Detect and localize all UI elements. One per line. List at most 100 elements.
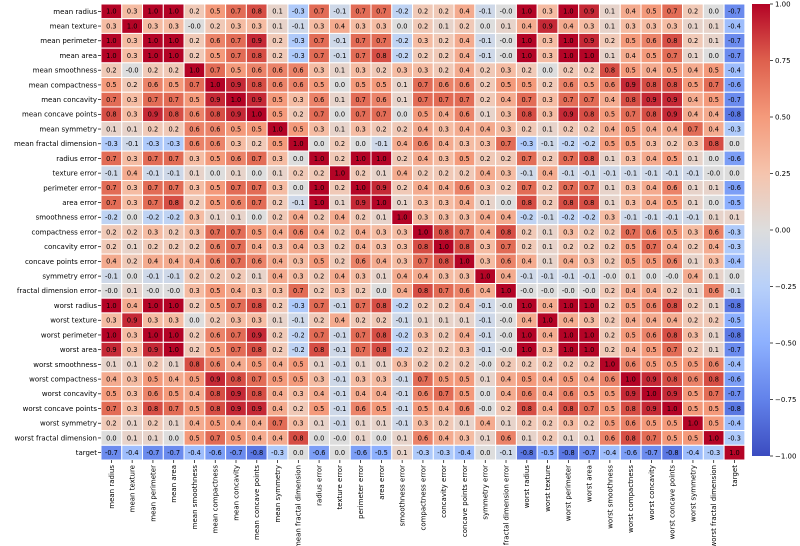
cell-value-label: 0.7 [106,96,117,104]
cell-value-label: 0.1 [480,111,491,119]
cell-value-label: 0.5 [189,434,200,442]
cell-value-label: -0.1 [687,214,700,222]
cell-value-label: 0.1 [314,361,325,369]
cell-value-label: 0.5 [252,228,263,236]
y-tick-label: concavity error [44,243,97,251]
cell-value-label: 0.2 [480,155,491,163]
cell-value-label: 1.0 [106,8,117,16]
y-tick-label: compactness error [32,228,98,236]
cell-value-label: 0.3 [480,243,491,251]
cell-value-label: 0.0 [355,140,366,148]
cell-value-label: -0.3 [437,449,450,457]
cell-value-label: 0.2 [355,169,366,177]
cell-value-label: -0.1 [479,302,492,310]
cell-value-label: 0.3 [459,140,470,148]
cell-value-label: 0.6 [708,361,719,369]
cell-value-label: 0.8 [252,390,263,398]
cell-value-label: 0.6 [708,287,719,295]
cell-value-label: 0.5 [625,67,636,75]
cell-value-label: 0.1 [355,420,366,428]
cell-value-label: 0.5 [210,8,221,16]
cell-value-label: -0.8 [728,302,741,310]
cell-value-label: 0.5 [293,125,304,133]
heatmap-cells: 1.0 0.3 1.0 1.0 0.2 0.5 0.7 0.8 0.1 -0.3 0.7 -0.1 0.… [100,3,746,461]
cell-value-label: 0.5 [708,405,719,413]
cell-value-label: 0.2 [189,52,200,60]
cell-value-label: 0.8 [252,81,263,89]
cell-value-label: 0.9 [376,184,387,192]
cell-value-label: 0.4 [625,287,636,295]
cell-value-label: 0.6 [376,96,387,104]
cell-value-label: -0.0 [500,346,513,354]
cell-value-label: 0.4 [272,405,283,413]
cell-value-label: 0.7 [646,243,657,251]
cell-value-label: -0.2 [396,302,409,310]
cell-value-label: 0.4 [272,361,283,369]
cell-value-label: 0.6 [501,434,512,442]
cell-value-label: 0.0 [708,199,719,207]
x-tick-label: worst compactness [627,465,635,533]
cell-value-label: 1.0 [148,8,159,16]
cell-value-label: 0.3 [605,214,616,222]
cell-value-label: 1.0 [646,390,657,398]
cell-value-label: 0.2 [438,361,449,369]
cell-value-label: 0.2 [438,331,449,339]
cell-value-label: 0.5 [106,390,117,398]
cell-value-label: 0.4 [542,169,553,177]
cell-value-label: 0.2 [480,96,491,104]
cell-value-label: 0.5 [272,96,283,104]
cell-value-label: 0.3 [335,287,346,295]
cell-value-label: 0.4 [688,67,699,75]
cell-value-label: 0.8 [376,331,387,339]
colorbar-tick-label: 0.25 [775,170,791,178]
cell-value-label: -0.1 [292,317,305,325]
cell-value-label: 0.4 [376,258,387,266]
y-tick-label: perimeter error [43,184,97,192]
cell-value-label: 0.6 [355,258,366,266]
cell-value-label: -0.3 [292,302,305,310]
cell-value-label: 1.0 [584,346,595,354]
cell-value-label: 0.6 [667,258,678,266]
cell-value-label: 0.4 [272,228,283,236]
cell-value-label: -0.3 [728,228,741,236]
cell-value-label: 0.6 [688,375,699,383]
y-tick-label: mean radius [53,8,97,16]
cell-value-label: 0.7 [272,420,283,428]
cell-value-label: 1.0 [563,37,574,45]
cell-value-label: 0.8 [584,199,595,207]
cell-value-label: 0.5 [376,81,387,89]
cell-value-label: 0.1 [688,184,699,192]
cell-value-label: 0.7 [355,96,366,104]
cell-value-label: 0.3 [646,140,657,148]
cell-value-label: 0.1 [480,199,491,207]
cell-value-label: 0.2 [605,228,616,236]
cell-value-label: 0.3 [252,317,263,325]
cell-value-label: 0.0 [501,199,512,207]
cell-value-label: 0.7 [231,184,242,192]
cell-value-label: 0.8 [563,199,574,207]
cell-value-label: 0.4 [688,111,699,119]
cell-value-label: 0.0 [729,272,740,280]
cell-value-label: 0.5 [667,155,678,163]
cell-value-label: 0.7 [231,52,242,60]
cell-value-label: 0.7 [355,111,366,119]
colorbar: 1.00 0.75 0.50 0.25 0.00 −0.25 −0.50 −0.75 −1.00 [752,1,796,461]
cell-value-label: 0.4 [231,361,242,369]
cell-value-label: 0.0 [293,449,304,457]
cell-value-label: 0.3 [397,243,408,251]
cell-value-label: 0.8 [563,405,574,413]
cell-value-label: 0.7 [314,8,325,16]
cell-value-label: 0.8 [168,111,179,119]
cell-value-label: 0.5 [189,405,200,413]
cell-value-label: 0.2 [231,272,242,280]
cell-value-label: 0.7 [231,302,242,310]
cell-value-label: 0.7 [148,184,159,192]
cell-value-label: 0.2 [501,155,512,163]
cell-value-label: 0.4 [542,331,553,339]
cell-value-label: 0.1 [189,169,200,177]
cell-value-label: 0.2 [584,243,595,251]
cell-value-label: -0.0 [188,22,201,30]
cell-value-label: 0.6 [459,287,470,295]
y-tick-label: worst smoothness [33,361,97,369]
x-tick-label: mean fractal dimension [295,465,303,546]
